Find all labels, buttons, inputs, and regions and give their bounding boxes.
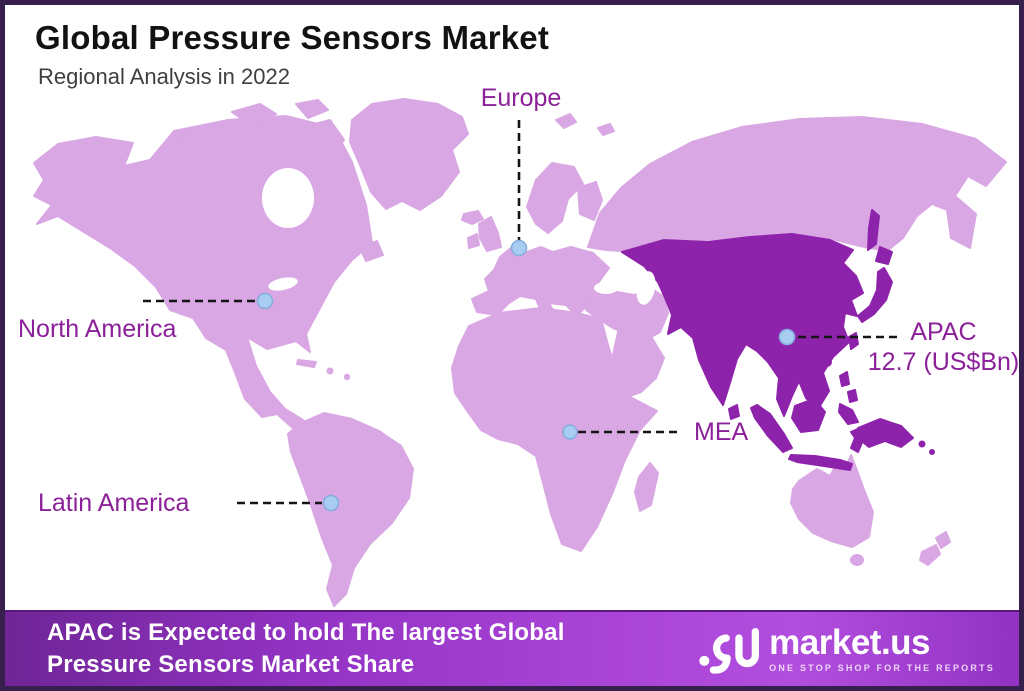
region-caribbean [296,359,317,368]
label-latin-america: Latin America [38,489,190,517]
region-new-guinea [857,418,914,448]
marker-latin-america-dot [322,494,340,512]
leader-lines [143,120,902,505]
region-caribbean-isle [343,373,351,381]
header: Global Pressure Sensors Market Regional … [35,19,549,90]
region-hainan [822,357,832,367]
hudson-bay [262,168,314,228]
region-pacific-isle [918,440,926,448]
region-scandinavia [526,113,615,234]
page-title: Global Pressure Sensors Market [35,19,550,56]
label-europe: Europe [480,84,562,112]
region-uk [467,216,502,252]
footer-caption: APAC is Expected to hold The largest Glo… [5,617,565,680]
great-lakes [268,277,298,291]
region-caribbean-isle [326,367,334,375]
footer-caption-line2: Pressure Sensors Market Share [47,651,415,678]
region-new-zealand [919,531,951,566]
region-newfoundland [359,240,384,262]
region-africa-shape [451,307,658,552]
region-iceland [461,210,484,225]
marketus-logo-icon [699,628,760,674]
label-apac-value: 12.7 (US$Bn) [867,347,1020,376]
label-apac: APAC [910,318,977,346]
marker-europe-dot [510,239,528,257]
footer-caption-line1: APAC is Expected to hold The largest Glo… [47,619,565,647]
region-madagascar [634,462,659,512]
region-arctic-islands [175,99,345,159]
region-australia-shape [790,454,874,548]
black-sea [594,282,618,294]
region-philippines [838,371,859,425]
region-markers [256,239,796,512]
footer-banner: APAC is Expected to hold The largest Glo… [5,610,1019,686]
region-arabia [612,323,665,398]
regions-apac-highlight [621,209,935,471]
region-apac-mainland [621,233,864,417]
marker-mea-dot [562,424,578,440]
region-pacific-isle [929,449,935,455]
page-subtitle: Regional Analysis in 2022 [38,64,290,89]
region-sri-lanka [728,404,740,420]
region-sakhalin [867,209,880,251]
label-apac-block: APAC 12.7 (US$Bn) [861,318,1020,377]
marker-north-america-dot [256,292,274,310]
region-south-america-shape [287,412,414,607]
brand-text: market.us ONE STOP SHOP FOR THE REPORTS [769,625,995,673]
region-taiwan [848,332,859,350]
brand-name: market.us [769,623,931,662]
brand-tagline: ONE STOP SHOP FOR THE REPORTS [769,663,995,673]
label-mea: MEA [694,418,749,446]
inland-seas [262,168,656,305]
region-java [788,454,853,471]
world-map [33,98,1007,607]
caspian-sea [636,271,656,305]
brand-logo: market.us ONE STOP SHOP FOR THE REPORTS [697,622,1019,676]
region-greenland [349,98,469,211]
marker-apac-dot [778,328,796,346]
region-tasmania [850,554,864,566]
region-borneo [791,398,826,433]
baltic-sea [555,224,569,248]
region-north-america-shape [33,115,373,431]
region-sumatra [750,404,793,453]
region-russia-shape [587,116,1007,252]
region-japan [857,246,893,323]
label-north-america: North America [18,315,177,343]
